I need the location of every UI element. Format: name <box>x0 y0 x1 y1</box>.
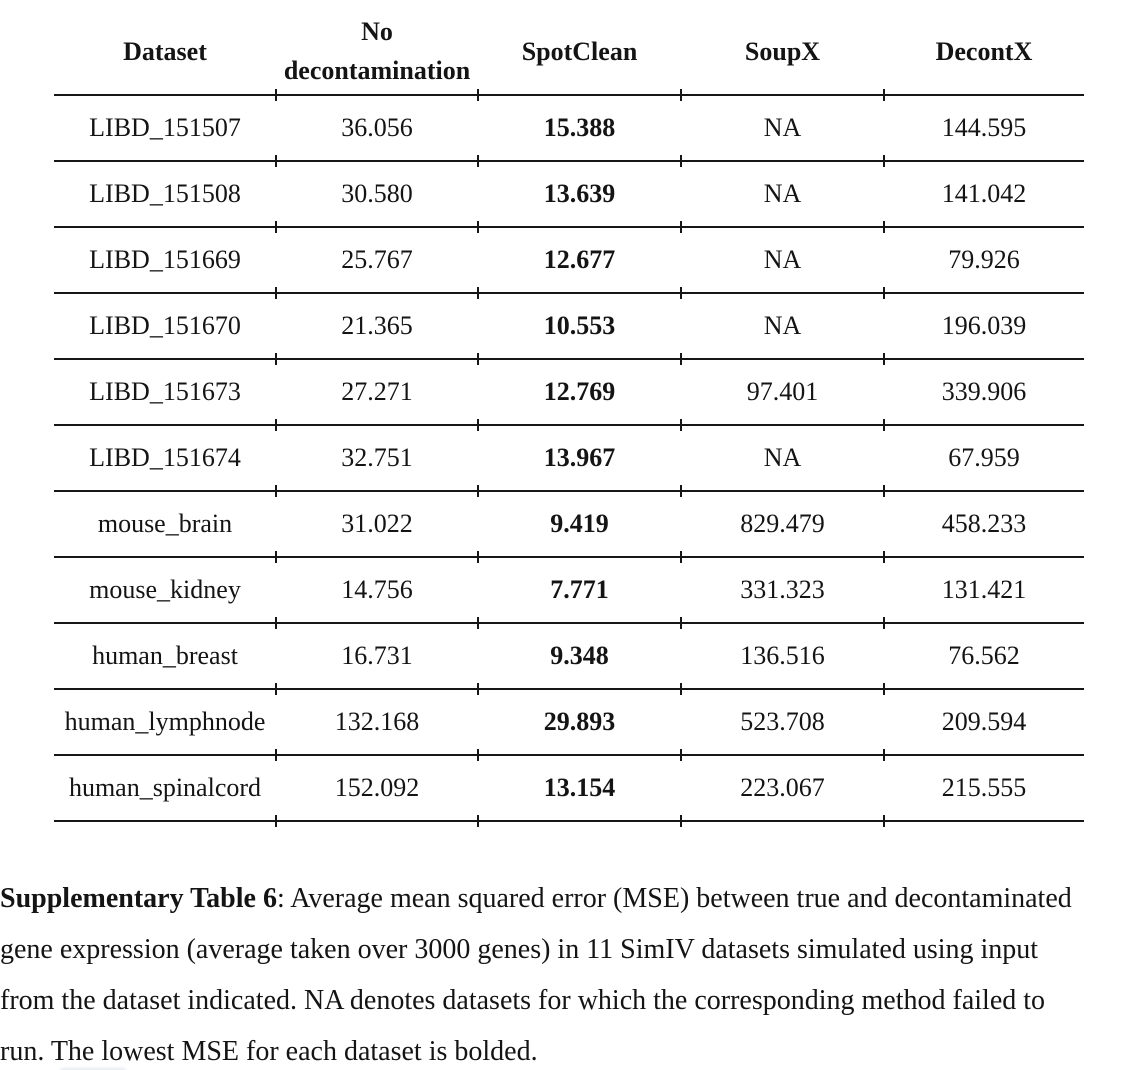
table-row: mouse_brain 31.022 9.419 829.479 458.233 <box>54 491 1084 562</box>
cell-dataset: LIBD_151669 <box>54 227 276 294</box>
table-row: LIBD_151670 21.365 10.553 NA 196.039 <box>54 293 1084 364</box>
cell-decontx: 76.562 <box>883 623 1084 694</box>
cell-spotclean: 10.553 <box>477 293 681 364</box>
table-row: LIBD_151673 27.271 12.769 97.401 339.906 <box>54 359 1084 430</box>
cell-soupx: 223.067 <box>680 755 884 826</box>
cell-no-decontamination: 31.022 <box>275 491 478 562</box>
cell-dataset: LIBD_151673 <box>54 359 276 426</box>
cell-spotclean: 13.154 <box>477 755 681 826</box>
cell-no-decontamination: 27.271 <box>275 359 478 430</box>
cell-spotclean: 9.419 <box>477 491 681 562</box>
caption-line-2: gene expression (average taken over 3000… <box>0 934 1039 965</box>
caption-bold-label: Supplementary Table 6 <box>0 883 277 914</box>
cell-spotclean: 12.769 <box>477 359 681 430</box>
cell-decontx: 131.421 <box>883 557 1084 628</box>
cell-dataset: LIBD_151507 <box>54 95 276 162</box>
column-header-soupx: SoupX <box>680 8 884 101</box>
cell-no-decontamination: 36.056 <box>275 95 478 166</box>
column-header-no-decontamination: No decontamination <box>275 8 478 101</box>
cell-spotclean: 13.639 <box>477 161 681 232</box>
cell-no-decontamination: 25.767 <box>275 227 478 298</box>
cell-soupx: NA <box>680 293 884 364</box>
cell-dataset: mouse_kidney <box>54 557 276 624</box>
header-row: Dataset No decontamination SpotClean Sou… <box>54 8 1084 101</box>
caption-line-3: from the dataset indicated. NA denotes d… <box>0 985 1046 1016</box>
table-row: LIBD_151508 30.580 13.639 NA 141.042 <box>54 161 1084 232</box>
caption-line-1-text: : Average mean squared error (MSE) betwe… <box>276 883 1072 914</box>
cell-decontx: 458.233 <box>883 491 1084 562</box>
cell-no-decontamination: 30.580 <box>275 161 478 232</box>
cell-soupx: 523.708 <box>680 689 884 760</box>
cell-soupx: NA <box>680 161 884 232</box>
cell-soupx: 136.516 <box>680 623 884 694</box>
cropped-next-line-artifact <box>60 1068 126 1070</box>
cell-dataset: LIBD_151674 <box>54 425 276 492</box>
document-page: Dataset No decontamination SpotClean Sou… <box>0 8 1126 1070</box>
table-body: LIBD_151507 36.056 15.388 NA 144.595 LIB… <box>54 95 1084 826</box>
column-header-decontx: DecontX <box>883 8 1084 101</box>
cell-dataset: human_spinalcord <box>54 755 276 822</box>
cell-no-decontamination: 132.168 <box>275 689 478 760</box>
cell-dataset: human_breast <box>54 623 276 690</box>
cell-soupx: NA <box>680 425 884 496</box>
table-caption: Supplementary Table 6: Average mean squa… <box>0 873 1126 1070</box>
cell-dataset: LIBD_151508 <box>54 161 276 228</box>
caption-line-1: Supplementary Table 6: Average mean squa… <box>0 873 1126 924</box>
table-row: human_breast 16.731 9.348 136.516 76.562 <box>54 623 1084 694</box>
cell-decontx: 141.042 <box>883 161 1084 232</box>
table-row: LIBD_151669 25.767 12.677 NA 79.926 <box>54 227 1084 298</box>
cell-spotclean: 7.771 <box>477 557 681 628</box>
cell-decontx: 196.039 <box>883 293 1084 364</box>
cell-decontx: 79.926 <box>883 227 1084 298</box>
column-header-no-decontamination-label: No decontamination <box>283 17 471 85</box>
cell-spotclean: 12.677 <box>477 227 681 298</box>
cell-spotclean: 15.388 <box>477 95 681 166</box>
cell-no-decontamination: 16.731 <box>275 623 478 694</box>
cell-spotclean: 13.967 <box>477 425 681 496</box>
table-header: Dataset No decontamination SpotClean Sou… <box>54 8 1084 101</box>
mse-results-table: Dataset No decontamination SpotClean Sou… <box>54 8 1084 826</box>
cell-spotclean: 9.348 <box>477 623 681 694</box>
cell-decontx: 209.594 <box>883 689 1084 760</box>
cell-no-decontamination: 152.092 <box>275 755 478 826</box>
cell-dataset: mouse_brain <box>54 491 276 558</box>
cell-soupx: 97.401 <box>680 359 884 430</box>
table-row: LIBD_151674 32.751 13.967 NA 67.959 <box>54 425 1084 496</box>
cell-soupx: 829.479 <box>680 491 884 562</box>
cell-no-decontamination: 32.751 <box>275 425 478 496</box>
cell-soupx: 331.323 <box>680 557 884 628</box>
cell-spotclean: 29.893 <box>477 689 681 760</box>
table-row: LIBD_151507 36.056 15.388 NA 144.595 <box>54 95 1084 166</box>
caption-line-4: run. The lowest MSE for each dataset is … <box>0 1036 538 1067</box>
cell-no-decontamination: 14.756 <box>275 557 478 628</box>
column-header-dataset: Dataset <box>54 8 276 96</box>
table-row: human_lymphnode 132.168 29.893 523.708 2… <box>54 689 1084 760</box>
cell-no-decontamination: 21.365 <box>275 293 478 364</box>
cell-soupx: NA <box>680 227 884 298</box>
table-row: human_spinalcord 152.092 13.154 223.067 … <box>54 755 1084 826</box>
cell-decontx: 67.959 <box>883 425 1084 496</box>
cell-dataset: LIBD_151670 <box>54 293 276 360</box>
cell-decontx: 144.595 <box>883 95 1084 166</box>
table-row: mouse_kidney 14.756 7.771 331.323 131.42… <box>54 557 1084 628</box>
cell-soupx: NA <box>680 95 884 166</box>
cell-decontx: 215.555 <box>883 755 1084 826</box>
cell-decontx: 339.906 <box>883 359 1084 430</box>
cell-dataset: human_lymphnode <box>54 689 276 756</box>
column-header-spotclean: SpotClean <box>477 8 681 101</box>
